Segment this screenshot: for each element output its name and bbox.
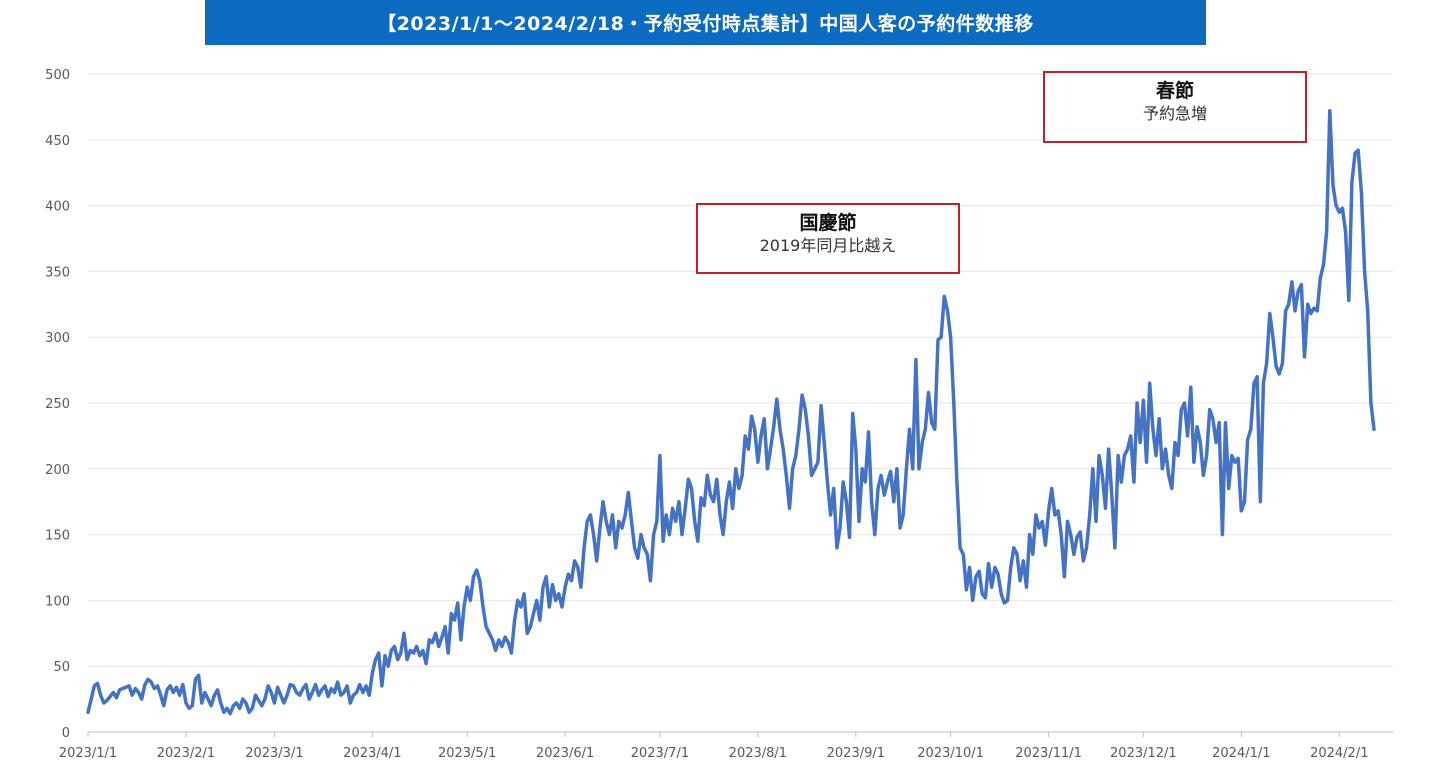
y-tick-label: 300 [45, 331, 70, 346]
annotation-heading: 国慶節 [799, 212, 857, 234]
annotation-text: 2019年同月比越え [759, 236, 897, 255]
y-axis-ticks: 0 50 100 150 200 250 300 350 400 450 500 [45, 68, 70, 741]
chart-title: 【2023/1/1～2024/2/18・予約受付時点集計】中国人客の予約件数推移 [205, 0, 1206, 45]
gridlines [88, 73, 1393, 667]
annotation-spring-festival: 春節 予約急増 [1043, 71, 1307, 143]
annotation-national-day: 国慶節 2019年同月比越え [696, 203, 960, 274]
y-tick-label: 400 [45, 200, 70, 215]
series-line [86, 109, 1376, 716]
x-tick-label: 2023/7/1 [631, 746, 689, 761]
y-tick-label: 50 [53, 660, 70, 675]
x-tick-label: 2023/3/1 [245, 746, 303, 761]
y-tick-label: 500 [45, 68, 70, 83]
y-tick-label: 150 [45, 529, 70, 544]
y-tick-label: 250 [45, 397, 70, 412]
x-tick-label: 2023/6/1 [536, 746, 594, 761]
y-tick-label: 450 [45, 134, 70, 149]
y-tick-label: 200 [45, 463, 70, 478]
y-tick-label: 0 [62, 726, 70, 741]
y-tick-label: 100 [45, 594, 70, 609]
x-tick-label: 2024/1/1 [1212, 746, 1270, 761]
x-tick-label: 2023/1/1 [59, 746, 117, 761]
x-tick-label: 2023/5/1 [438, 746, 496, 761]
x-tick-label: 2024/2/1 [1310, 746, 1368, 761]
x-tick-label: 2023/12/1 [1110, 746, 1177, 761]
x-tick-label: 2023/2/1 [157, 746, 215, 761]
x-axis-ticks: 2023/1/1 2023/2/1 2023/3/1 2023/4/1 2023/5/1… [59, 732, 1368, 761]
annotation-heading: 春節 [1155, 80, 1194, 102]
x-tick-label: 2023/9/1 [827, 746, 885, 761]
x-tick-label: 2023/11/1 [1015, 746, 1082, 761]
x-tick-label: 2023/10/1 [917, 746, 984, 761]
y-tick-label: 350 [45, 265, 70, 280]
annotation-text: 予約急増 [1142, 104, 1207, 123]
x-tick-label: 2023/4/1 [343, 746, 401, 761]
x-tick-label: 2023/8/1 [729, 746, 787, 761]
